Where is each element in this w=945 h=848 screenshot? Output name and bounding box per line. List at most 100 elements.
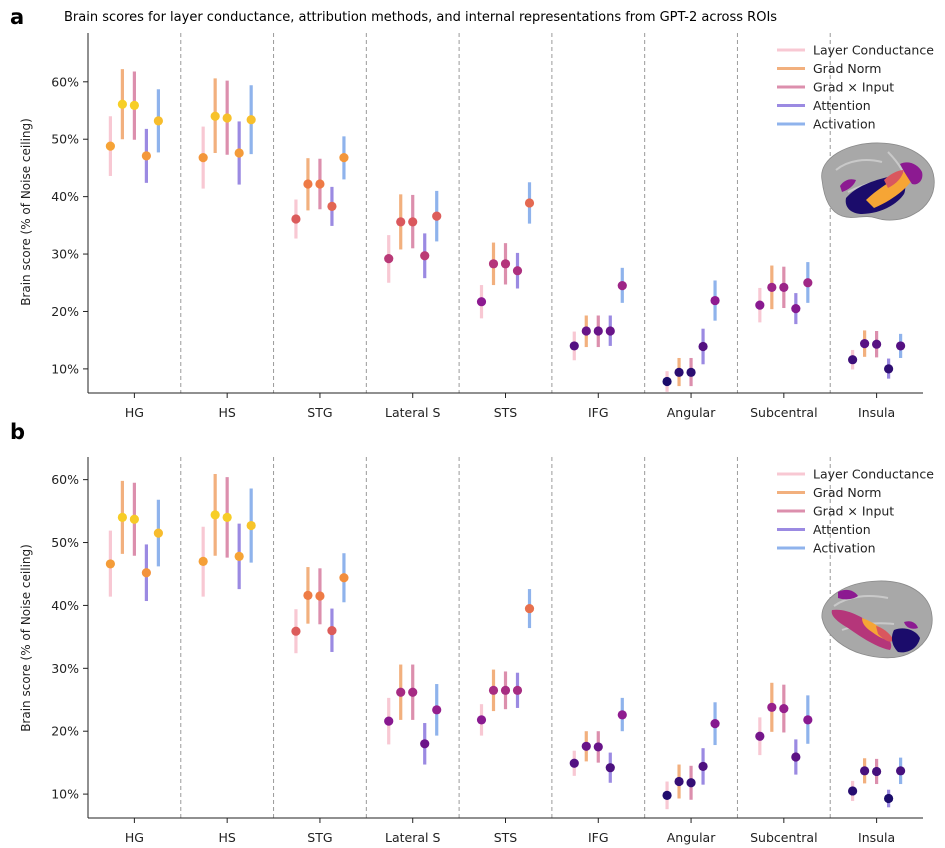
data-point: [339, 152, 349, 163]
x-tick-label: Insula: [858, 405, 895, 420]
panel-b-roi-separators: [180, 457, 831, 818]
data-point: [420, 251, 430, 261]
data-point: [315, 591, 325, 601]
data-point: [222, 512, 232, 522]
data-point: [117, 512, 127, 522]
data-point: [698, 761, 708, 772]
data-point: [860, 339, 870, 349]
y-tick-label: 40%: [51, 598, 79, 613]
legend-label: Layer Conductance: [813, 467, 934, 482]
panel-a-data-points: [105, 99, 906, 387]
panel-a-y-axis-label: Brain score (% of Noise ceiling): [19, 118, 33, 306]
data-point: [246, 520, 256, 531]
data-point: [848, 355, 858, 365]
data-point: [617, 710, 627, 720]
data-point: [710, 295, 720, 306]
y-tick-label: 30%: [51, 247, 79, 262]
x-tick-label: Subcentral: [750, 830, 817, 845]
data-point: [896, 766, 906, 776]
data-point: [291, 626, 301, 636]
legend-label: Activation: [813, 541, 876, 556]
data-point: [141, 568, 151, 578]
data-point: [408, 687, 418, 697]
data-point: [617, 281, 627, 291]
x-tick-label: Angular: [667, 830, 716, 845]
panel-b-y-axis-label: Brain score (% of Noise ceiling): [19, 544, 33, 732]
x-tick-label: IFG: [588, 405, 609, 420]
x-tick-label: STS: [494, 405, 518, 420]
data-point: [384, 254, 394, 264]
x-tick-label: Subcentral: [750, 405, 817, 420]
data-point: [698, 341, 708, 352]
data-point: [420, 739, 430, 749]
data-point: [884, 364, 894, 374]
data-point: [303, 179, 313, 189]
data-point: [767, 702, 777, 712]
panel-b-letter: b: [10, 420, 25, 444]
data-point: [291, 214, 301, 224]
data-point: [791, 752, 801, 762]
data-point: [593, 326, 603, 336]
data-point: [476, 715, 487, 725]
legend-label: Grad Norm: [813, 61, 882, 76]
data-point: [129, 100, 139, 110]
x-tick-label: HG: [125, 830, 144, 845]
x-tick-label: HS: [218, 405, 235, 420]
data-point: [581, 741, 591, 751]
y-tick-label: 60%: [51, 74, 79, 89]
data-point: [432, 211, 442, 221]
data-point: [674, 367, 684, 377]
y-tick-label: 30%: [51, 661, 79, 676]
y-tick-label: 20%: [51, 304, 79, 319]
panel-b-data-points: [105, 510, 906, 804]
data-point: [246, 115, 256, 125]
data-point: [884, 793, 894, 804]
data-point: [524, 603, 535, 614]
data-point: [141, 151, 151, 161]
data-point: [872, 766, 882, 777]
x-tick-label: Lateral S: [385, 830, 440, 845]
y-tick-label: 60%: [51, 472, 79, 487]
legend-label: Grad × Input: [813, 80, 894, 95]
data-point: [432, 705, 442, 715]
data-point: [234, 551, 244, 561]
data-point: [605, 763, 615, 773]
y-tick-label: 10%: [51, 361, 79, 376]
x-tick-label: HS: [218, 830, 235, 845]
data-point: [896, 341, 906, 351]
y-tick-label: 10%: [51, 787, 79, 802]
x-tick-label: STG: [307, 830, 332, 845]
data-point: [755, 300, 765, 310]
data-point: [686, 778, 696, 788]
data-point: [105, 559, 115, 569]
y-tick-label: 50%: [51, 535, 79, 550]
data-point: [674, 776, 684, 787]
data-point: [339, 573, 349, 583]
data-point: [210, 510, 220, 520]
data-point: [524, 198, 535, 208]
data-point: [105, 141, 115, 151]
data-point: [512, 266, 523, 276]
panel-a-chart: a Brain score (% of Noise ceiling) 10% 20…: [10, 5, 935, 420]
legend-label: Layer Conductance: [813, 43, 934, 58]
data-point: [593, 742, 603, 752]
data-point: [198, 556, 208, 567]
legend-label: Activation: [813, 117, 876, 132]
x-tick-label: Insula: [858, 830, 895, 845]
figure-title: Brain scores for layer conductance, attr…: [64, 10, 777, 25]
data-point: [476, 297, 487, 307]
data-point: [210, 111, 220, 121]
data-point: [500, 259, 511, 269]
data-point: [315, 179, 325, 189]
data-point: [569, 758, 579, 768]
data-point: [327, 201, 337, 211]
legend-label: Grad × Input: [813, 504, 894, 519]
data-point: [198, 152, 208, 163]
panel-b-chart: b Brain score (% of Noise ceiling) 10% 20…: [10, 420, 934, 845]
data-point: [872, 339, 882, 349]
y-tick-label: 50%: [51, 132, 79, 147]
data-point: [396, 687, 406, 697]
y-tick-label: 20%: [51, 724, 79, 739]
data-point: [605, 326, 615, 336]
